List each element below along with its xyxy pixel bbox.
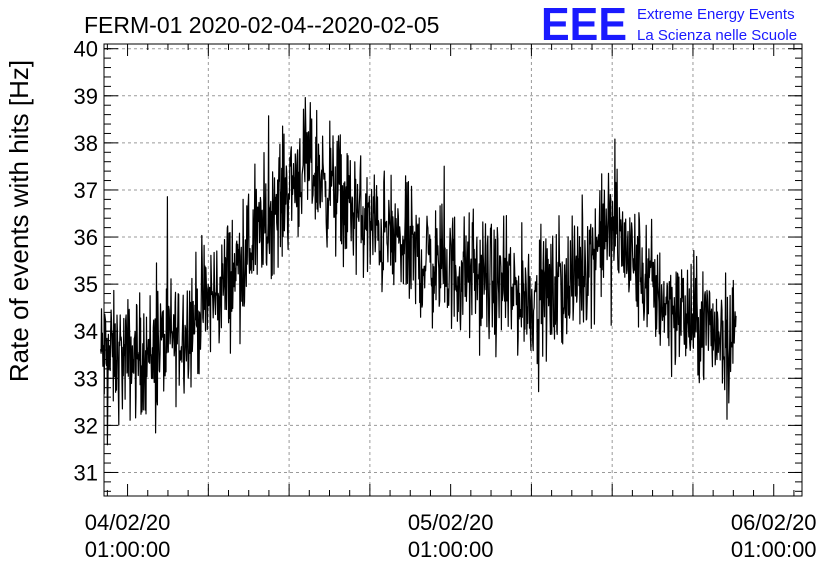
x-tick-time-label: 01:00:00 [85, 537, 171, 562]
plot-frame [103, 43, 803, 497]
y-tick-label: 35 [74, 272, 98, 297]
eee-logo-line1: Extreme Energy Events [637, 6, 795, 23]
y-tick-label: 33 [74, 366, 98, 391]
y-tick-label: 40 [74, 37, 98, 62]
y-tick-label: 32 [74, 413, 98, 438]
eee-logo-mark: EEE [541, 0, 627, 50]
x-tick-date-label: 06/02/20 [731, 510, 817, 535]
eee-logo-line2: La Scienza nelle Scuole [637, 27, 797, 44]
x-tick-time-label: 01:00:00 [731, 537, 817, 562]
y-tick-label: 31 [74, 460, 98, 485]
chart-title: FERM-01 2020-02-04--2020-02-05 [84, 12, 439, 38]
x-tick-time-label: 01:00:00 [408, 537, 494, 562]
rate-series-line [100, 97, 737, 446]
grid-lines [104, 44, 802, 496]
x-axis-ticks: 04/02/2001:00:0005/02/2001:00:0006/02/20… [85, 44, 817, 562]
y-tick-label: 36 [74, 225, 98, 250]
y-tick-label: 39 [74, 84, 98, 109]
y-axis-ticks: 31 32 33 34 35 36 37 38 39 40 [74, 37, 802, 492]
series-group [100, 97, 737, 446]
x-tick-date-label: 05/02/20 [408, 510, 494, 535]
y-tick-label: 34 [74, 319, 98, 344]
y-tick-label: 37 [74, 178, 98, 203]
y-tick-label: 38 [74, 131, 98, 156]
plot-border [103, 43, 803, 497]
eee-logo: EEE Extreme Energy Events La Scienza nel… [541, 0, 797, 50]
y-axis-label: Rate of events with hits [Hz] [4, 60, 34, 382]
x-tick-date-label: 04/02/20 [85, 510, 171, 535]
